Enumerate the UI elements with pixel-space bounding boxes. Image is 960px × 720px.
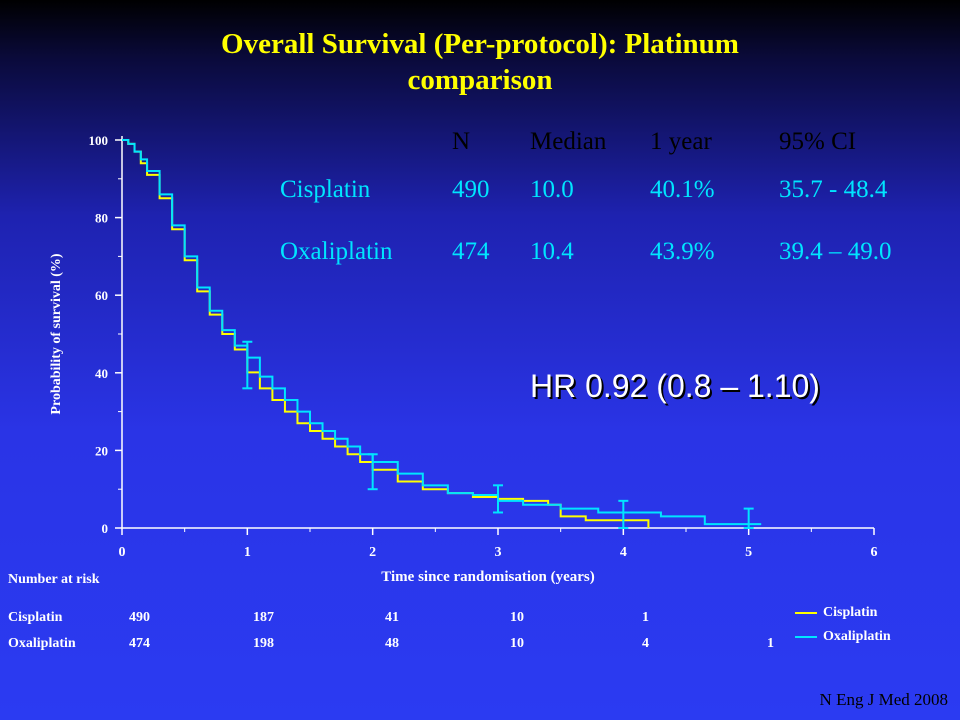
series-line-oxaliplatin — [122, 139, 762, 526]
stats-cell: 35.7 - 48.4 — [779, 176, 888, 203]
stats-header: 1 year — [650, 128, 712, 155]
stats-cell: 43.9% — [650, 238, 715, 265]
stats-cell: Cisplatin — [280, 176, 371, 203]
stats-cell: 40.1% — [650, 176, 715, 203]
legend-item-oxaliplatin: Oxaliplatin — [795, 629, 891, 645]
x-tick-label: 0 — [119, 545, 126, 560]
x-axis-label: Time since randomisation (years) — [381, 569, 594, 585]
x-tick-label: 5 — [745, 545, 752, 560]
stats-cell: 10.0 — [530, 176, 574, 203]
chart-title: Overall Survival (Per-protocol): Platinu… — [80, 26, 880, 98]
risk-value: 1 — [642, 610, 649, 625]
title-line-2: comparison — [407, 64, 553, 96]
legend-item-cisplatin: Cisplatin — [795, 605, 877, 621]
chart-series — [122, 139, 762, 528]
risk-value: 198 — [253, 636, 274, 651]
risk-value: 490 — [129, 610, 150, 625]
y-axis-label: Probability of survival (%) — [49, 253, 64, 414]
x-tick-label: 3 — [495, 545, 502, 560]
legend-swatch — [795, 611, 817, 614]
risk-row-label: Oxaliplatin — [8, 636, 76, 651]
risk-value: 1 — [767, 636, 774, 651]
risk-row-label: Cisplatin — [8, 610, 63, 625]
y-tick-label: 40 — [95, 366, 108, 381]
legend-label: Cisplatin — [823, 605, 878, 620]
y-tick-label: 100 — [89, 133, 109, 148]
stats-cell: Oxaliplatin — [280, 238, 393, 265]
stats-header: 95% CI — [779, 128, 857, 155]
risk-value: 48 — [385, 636, 399, 651]
y-tick-label: 0 — [102, 521, 109, 536]
risk-value: 10 — [510, 636, 524, 651]
title-line-1: Overall Survival (Per-protocol): Platinu… — [221, 28, 739, 60]
x-tick-label: 6 — [871, 545, 878, 560]
y-tick-label: 80 — [95, 211, 108, 226]
stats-cell: 39.4 – 49.0 — [779, 238, 892, 265]
risk-value: 187 — [253, 610, 274, 625]
chart-axes: 0 20 40 60 80 100 0 1 2 3 4 5 6 Time since randomisat… — [49, 133, 878, 585]
y-tick-label: 60 — [95, 288, 108, 303]
risk-table-title: Number at risk — [8, 572, 100, 587]
risk-value: 4 — [642, 636, 649, 651]
stats-cell: 10.4 — [530, 238, 574, 265]
legend-swatch — [795, 635, 817, 638]
source-citation: N Eng J Med 2008 — [819, 690, 948, 709]
hazard-ratio: HR 0.92 (0.8 – 1.10) — [530, 368, 820, 404]
stats-header: Median — [530, 128, 607, 155]
stats-cell: 490 — [452, 176, 490, 203]
x-tick-label: 1 — [244, 545, 251, 560]
y-tick-label: 20 — [95, 443, 108, 458]
x-tick-label: 4 — [620, 545, 627, 560]
x-tick-label: 2 — [369, 545, 376, 560]
legend-label: Oxaliplatin — [823, 629, 891, 644]
stats-header: N — [452, 128, 471, 155]
stats-cell: 474 — [452, 238, 490, 265]
risk-value: 41 — [385, 610, 399, 625]
risk-value: 474 — [129, 636, 150, 651]
risk-value: 10 — [510, 610, 524, 625]
chart-error-bars — [242, 340, 754, 529]
